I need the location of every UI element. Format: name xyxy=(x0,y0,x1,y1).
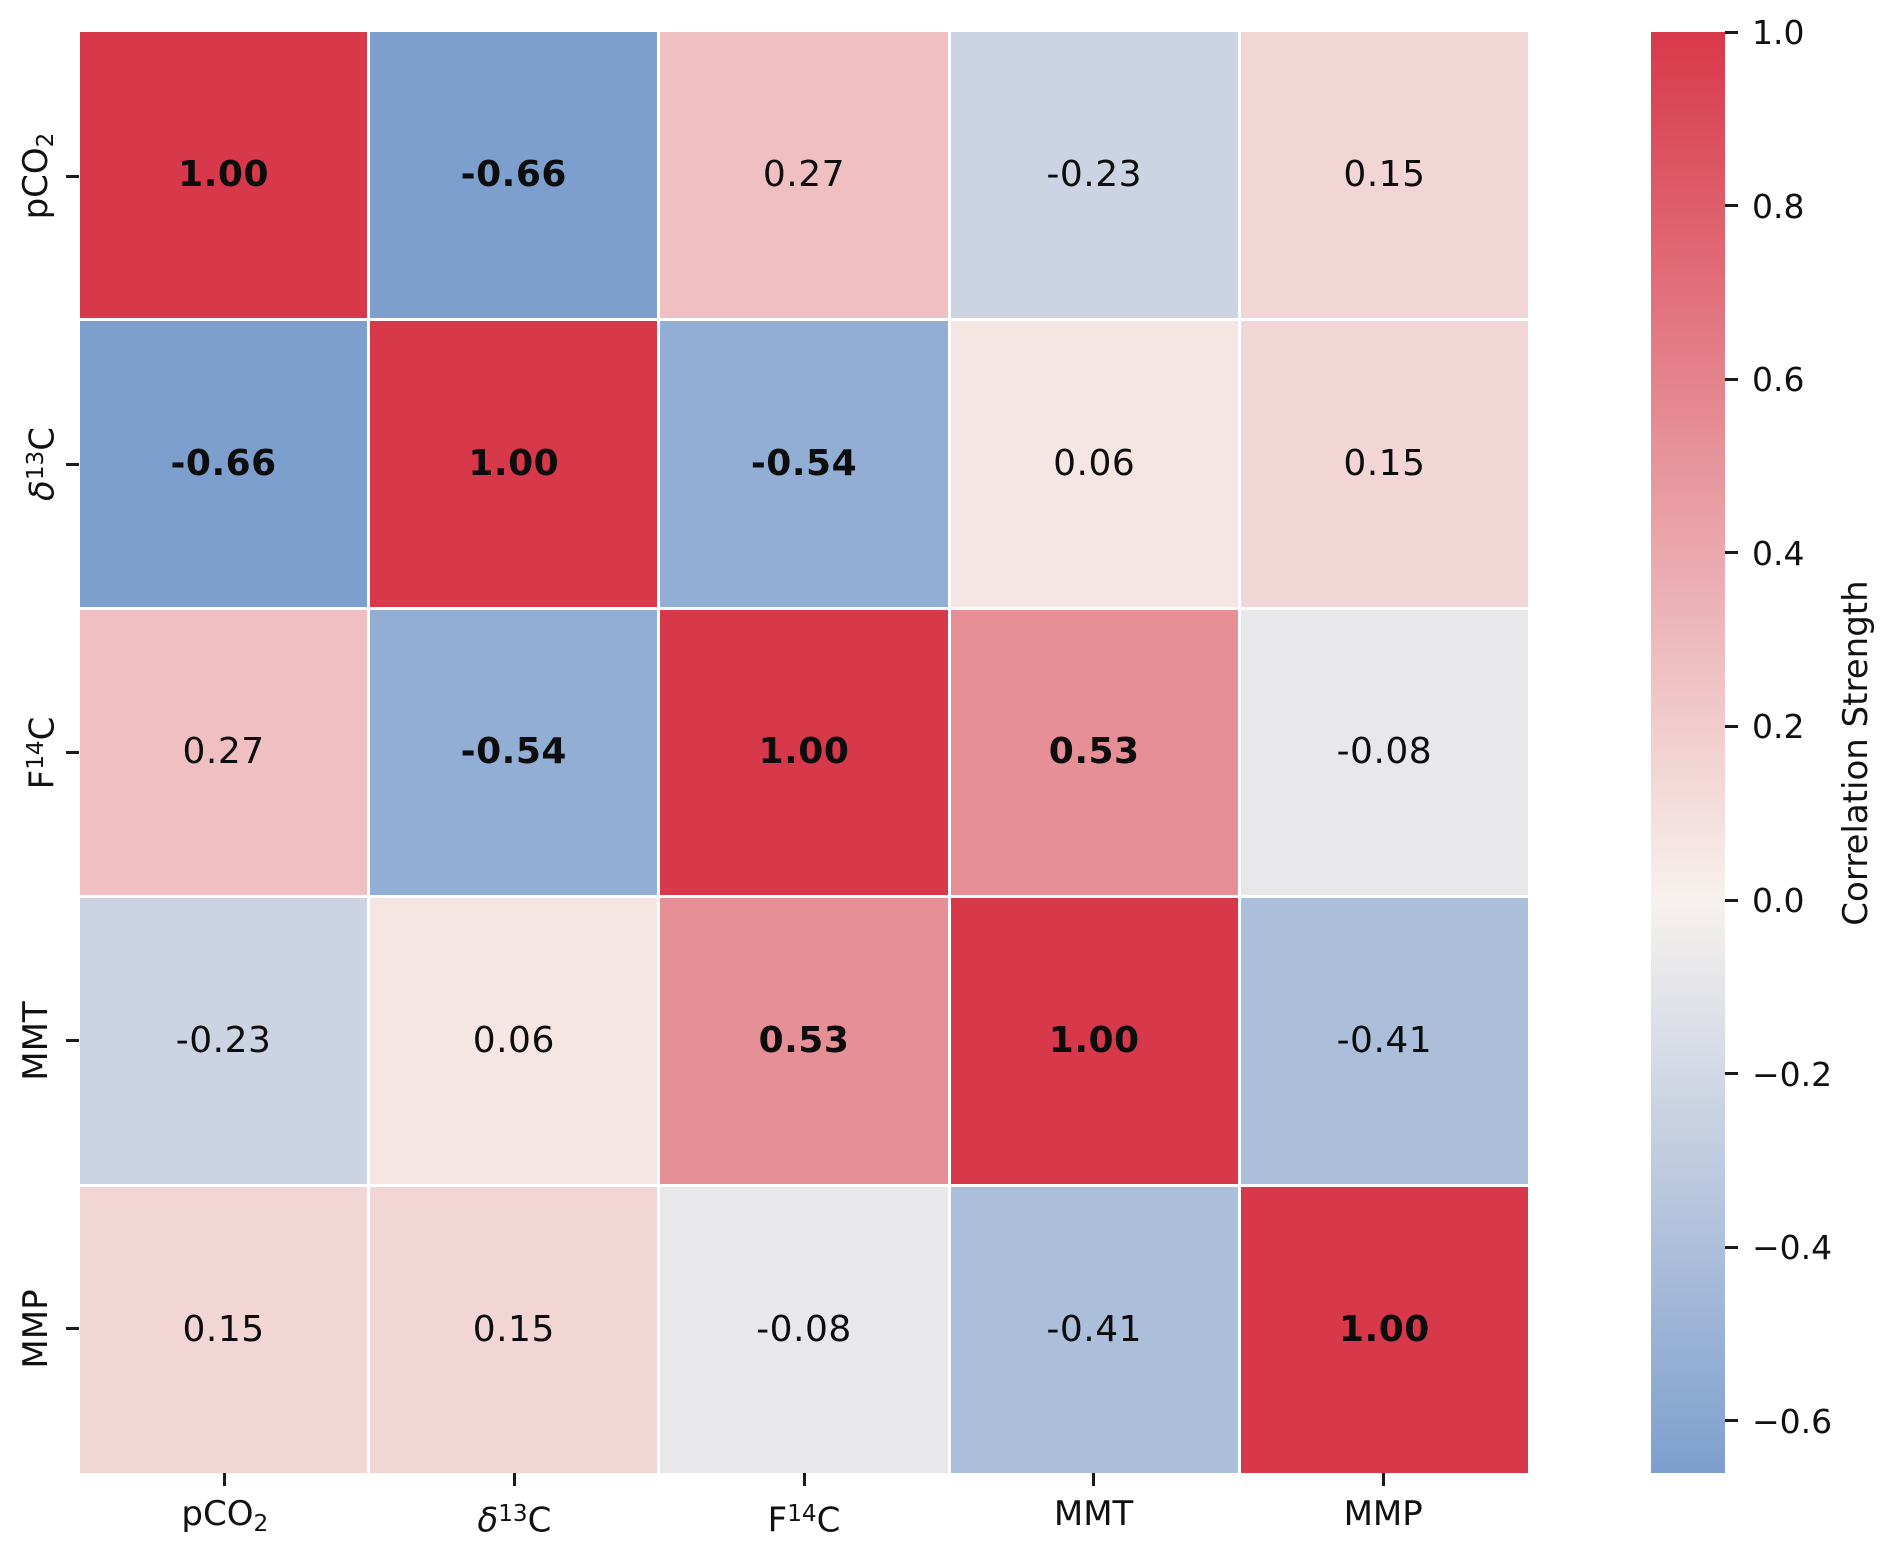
heatmap-cell: -0.54 xyxy=(370,609,658,896)
heatmap-cell: 0.15 xyxy=(1240,32,1528,318)
heatmap-cell: 1.00 xyxy=(1240,1187,1528,1473)
heatmap-cell: 1.00 xyxy=(370,320,658,607)
cell-value: -0.08 xyxy=(1336,731,1433,773)
heatmap-cell: 0.15 xyxy=(370,1187,658,1473)
colorbar-tick-label: 0.6 xyxy=(1752,360,1805,400)
cell-value: -0.41 xyxy=(1046,1309,1143,1351)
cell-value: 1.00 xyxy=(468,442,560,484)
heatmap-cell: -0.08 xyxy=(1240,609,1528,896)
cell-value: -0.23 xyxy=(1046,153,1143,195)
y-axis-tick xyxy=(66,462,79,466)
heatmap-cell: -0.41 xyxy=(950,1187,1238,1473)
cell-value: 1.00 xyxy=(1048,1020,1140,1062)
colorbar-tick xyxy=(1725,204,1738,208)
cell-value: 1.00 xyxy=(758,731,850,773)
colorbar-tick-label: 1.0 xyxy=(1752,13,1805,52)
x-tick-label: F14C xyxy=(767,1500,841,1541)
cell-value: -0.08 xyxy=(756,1309,852,1351)
y-tick-label: F14C xyxy=(22,716,63,789)
cell-value: 0.27 xyxy=(762,153,846,195)
heatmap-cell: 1.00 xyxy=(950,898,1238,1185)
colorbar-tick xyxy=(1725,1419,1738,1423)
colorbar-tick xyxy=(1725,898,1738,902)
colorbar-tick-label: 0.2 xyxy=(1752,707,1805,747)
heatmap-grid: 1.00 -0.66 0.27 -0.23 0.15 -0.66 1.00 -0.54 0.06… xyxy=(80,32,1528,1473)
cell-value: 0.06 xyxy=(1053,442,1136,484)
x-axis-tick xyxy=(1092,1473,1096,1486)
cell-value: 0.53 xyxy=(758,1020,850,1062)
cell-value: 0.15 xyxy=(1343,153,1426,195)
colorbar-tick-label: −0.4 xyxy=(1752,1228,1833,1268)
x-axis-tick xyxy=(802,1473,806,1486)
colorbar-tick xyxy=(1725,551,1738,555)
y-tick-label: MMP xyxy=(16,1289,56,1369)
colorbar-axis-label: Correlation Strength xyxy=(1836,579,1876,926)
heatmap-cell: 0.15 xyxy=(1240,320,1528,607)
x-axis-tick xyxy=(1381,1473,1385,1486)
cell-value: 0.06 xyxy=(472,1020,555,1062)
x-axis-tick xyxy=(223,1473,227,1486)
y-axis-tick xyxy=(66,1039,79,1043)
heatmap-cell: -0.08 xyxy=(660,1187,948,1473)
colorbar-tick xyxy=(1725,1072,1738,1076)
heatmap-cell: -0.66 xyxy=(80,320,368,607)
cell-value: -0.66 xyxy=(460,153,567,195)
colorbar-tick xyxy=(1725,30,1738,34)
x-tick-label: pCO2 xyxy=(181,1494,269,1537)
heatmap-cell: -0.23 xyxy=(950,32,1238,318)
cell-value: -0.54 xyxy=(460,731,567,773)
cell-value: -0.41 xyxy=(1336,1020,1433,1062)
heatmap-cell: 1.00 xyxy=(660,609,948,896)
heatmap-cell: 0.27 xyxy=(660,32,948,318)
cell-value: 1.00 xyxy=(1338,1309,1430,1351)
heatmap-cell: 0.15 xyxy=(80,1187,368,1473)
heatmap-cell: 0.06 xyxy=(950,320,1238,607)
heatmap-cell: 0.27 xyxy=(80,609,368,896)
colorbar-tick xyxy=(1725,1245,1738,1249)
y-tick-label: MMT xyxy=(16,1000,56,1081)
cell-value: 0.53 xyxy=(1048,731,1140,773)
x-tick-label: MMT xyxy=(1053,1494,1134,1534)
y-tick-label: δ13C xyxy=(22,427,63,502)
heatmap-cell: 0.06 xyxy=(370,898,658,1185)
colorbar-tick xyxy=(1725,377,1738,381)
colorbar-tick-label: 0.0 xyxy=(1752,881,1805,921)
colorbar-gradient xyxy=(1651,32,1725,1473)
y-axis-tick xyxy=(66,1327,79,1331)
x-tick-label: MMP xyxy=(1343,1494,1423,1534)
cell-value: -0.23 xyxy=(175,1020,272,1062)
cell-value: -0.54 xyxy=(750,442,858,484)
colorbar-tick-label: 0.4 xyxy=(1752,533,1805,573)
cell-value: 0.27 xyxy=(182,731,265,773)
cell-value: -0.66 xyxy=(170,442,277,484)
x-axis-tick xyxy=(512,1473,516,1486)
colorbar-tick-label: −0.2 xyxy=(1752,1054,1833,1094)
heatmap-cell: -0.41 xyxy=(1240,898,1528,1185)
y-tick-label: pCO2 xyxy=(16,132,59,220)
cell-value: 1.00 xyxy=(178,153,269,195)
colorbar-tick xyxy=(1725,724,1738,728)
colorbar-tick-label: 0.8 xyxy=(1752,186,1805,226)
heatmap-cell: 1.00 xyxy=(80,32,368,318)
heatmap-cell: 0.53 xyxy=(660,898,948,1185)
y-axis-tick xyxy=(66,751,79,754)
heatmap-cell: 0.53 xyxy=(950,609,1238,896)
y-axis-tick xyxy=(66,174,79,178)
heatmap-cell: -0.66 xyxy=(370,32,658,318)
x-tick-label: δ13C xyxy=(477,1500,552,1541)
cell-value: 0.15 xyxy=(472,1309,555,1351)
cell-value: 0.15 xyxy=(1343,442,1426,484)
heatmap-cell: -0.54 xyxy=(660,320,948,607)
cell-value: 0.15 xyxy=(182,1309,265,1351)
heatmap-cell: -0.23 xyxy=(80,898,368,1185)
colorbar-tick-label: −0.6 xyxy=(1752,1401,1833,1441)
